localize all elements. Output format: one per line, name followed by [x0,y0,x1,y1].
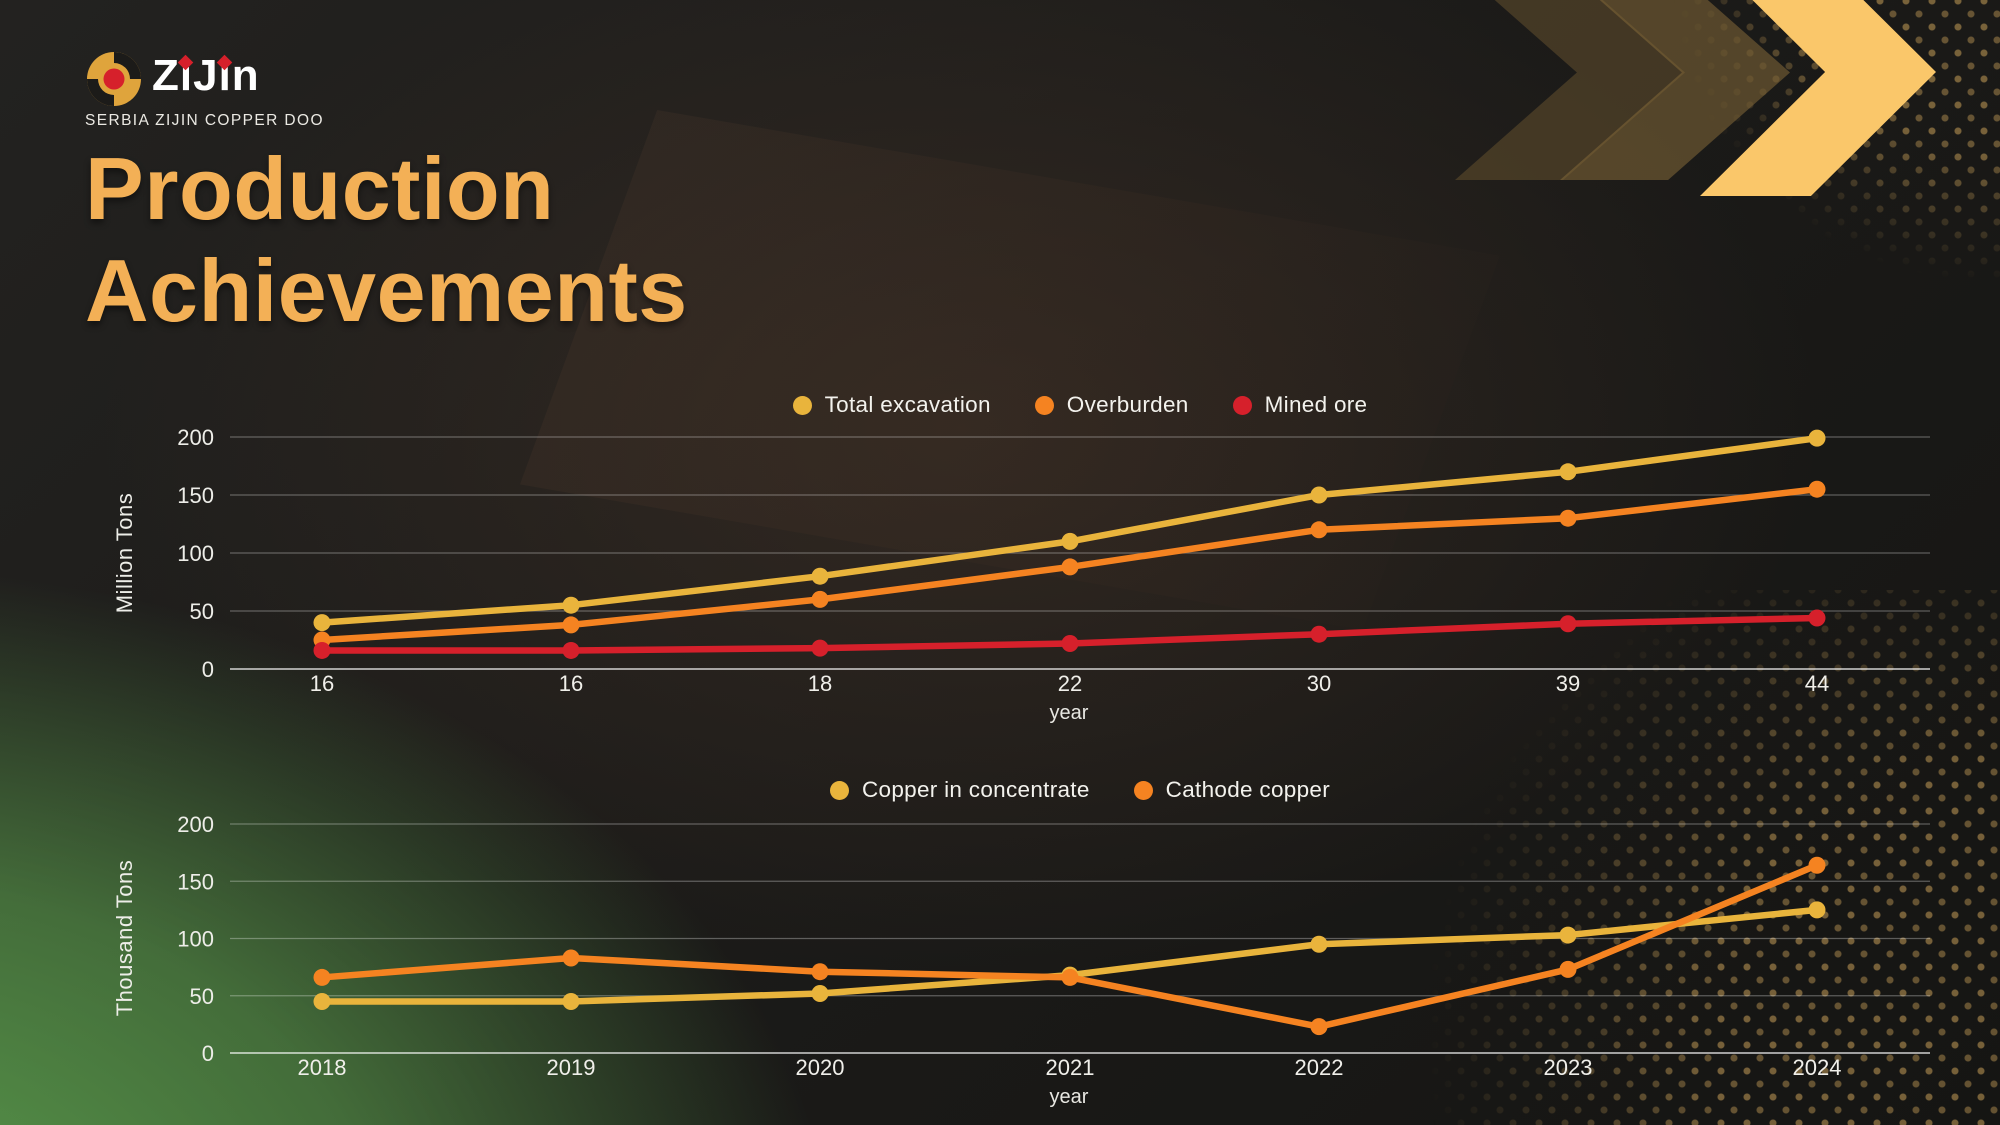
x-tick-label: 2020 [796,1055,845,1080]
data-point [313,614,331,632]
x-tick-label: 30 [1307,671,1331,696]
y-tick-label: 50 [190,984,214,1009]
y-tick-label: 200 [177,425,214,450]
y-tick-label: 0 [202,657,214,682]
data-point [1808,480,1826,498]
data-point [313,968,331,986]
data-point [1310,625,1328,643]
data-point [811,963,829,981]
x-tick-label: 2021 [1046,1055,1095,1080]
x-tick-label: 2022 [1295,1055,1344,1080]
data-point [1808,856,1826,874]
y-axis-title: Million Tons [112,493,137,614]
x-axis-title: year [1050,1086,1089,1108]
page-title: Production Achievements [85,138,688,342]
y-tick-label: 50 [190,599,214,624]
y-tick-label: 100 [177,541,214,566]
data-point [1559,960,1577,978]
title-line-1: Production [85,139,555,238]
data-point [1061,634,1079,652]
data-point [1310,486,1328,504]
y-tick-label: 150 [177,483,214,508]
legend-item: Total excavation [792,392,991,418]
y-tick-label: 0 [202,1041,214,1066]
y-tick-label: 200 [177,812,214,837]
data-point [1310,935,1328,953]
chart-excavation: 0 50 100 150 200 Million Tons 16 16 18 22 30 39 44 ye… [112,425,1930,737]
y-tick-label: 150 [177,869,214,894]
legend-dot-icon [1133,780,1153,800]
legend-item: Copper in concentrate [829,777,1090,803]
x-tick-label: 22 [1058,671,1082,696]
title-line-2: Achievements [85,241,688,340]
y-axis-title: Thousand Tons [112,860,137,1017]
data-point [1808,429,1826,447]
legend-label: Cathode copper [1165,777,1330,802]
x-tick-label: 2024 [1793,1055,1842,1080]
data-point [1808,901,1826,919]
data-point [811,567,829,585]
data-point [1310,521,1328,539]
legend-label: Overburden [1066,392,1189,417]
x-tick-label: 2019 [547,1055,596,1080]
x-tick-label: 16 [559,671,583,696]
brand-tagline: SERBIA ZIJIN COPPER DOO [85,112,324,129]
data-point [811,590,829,608]
brand-wordmark: ZiJin [152,51,260,100]
data-point [562,949,580,967]
x-tick-label: 2018 [298,1055,347,1080]
data-point [313,992,331,1010]
data-point [313,641,331,659]
chart1-legend: Total excavation Overburden Mined ore [230,392,1930,418]
data-point [1808,609,1826,627]
zijin-logo-icon [85,50,143,108]
y-tick-label: 100 [177,927,214,952]
legend-item: Mined ore [1232,392,1368,418]
data-point [1559,615,1577,633]
x-tick-label: 44 [1805,671,1829,696]
legend-label: Copper in concentrate [861,777,1090,802]
legend-dot-icon [1034,395,1054,415]
chart2-legend: Copper in concentrate Cathode copper [230,777,1930,803]
x-tick-label: 2023 [1544,1055,1593,1080]
legend-item: Cathode copper [1133,777,1330,803]
data-point [1061,968,1079,986]
data-point [811,984,829,1002]
x-tick-label: 39 [1556,671,1580,696]
x-axis-title: year [1050,702,1089,724]
data-point [811,639,829,657]
data-point [1061,558,1079,576]
legend-dot-icon [1232,395,1252,415]
data-point [1310,1018,1328,1036]
legend-label: Total excavation [824,392,991,417]
legend-dot-icon [792,395,812,415]
x-tick-label: 18 [808,671,832,696]
legend-dot-icon [829,780,849,800]
x-tick-label: 16 [310,671,334,696]
legend-item: Overburden [1034,392,1189,418]
chart-copper: 0 50 100 150 200 Thousand Tons 2018 2019 2020 202… [112,812,1930,1124]
data-point [562,992,580,1010]
data-point [1559,463,1577,481]
data-point [562,596,580,614]
series-line [318,434,1821,626]
data-point [562,641,580,659]
legend-label: Mined ore [1264,392,1368,417]
data-point [1559,509,1577,527]
data-point [562,616,580,634]
data-point [1061,532,1079,550]
halftone-dots-bottom-right [1370,590,2000,1125]
data-point [1559,926,1577,944]
